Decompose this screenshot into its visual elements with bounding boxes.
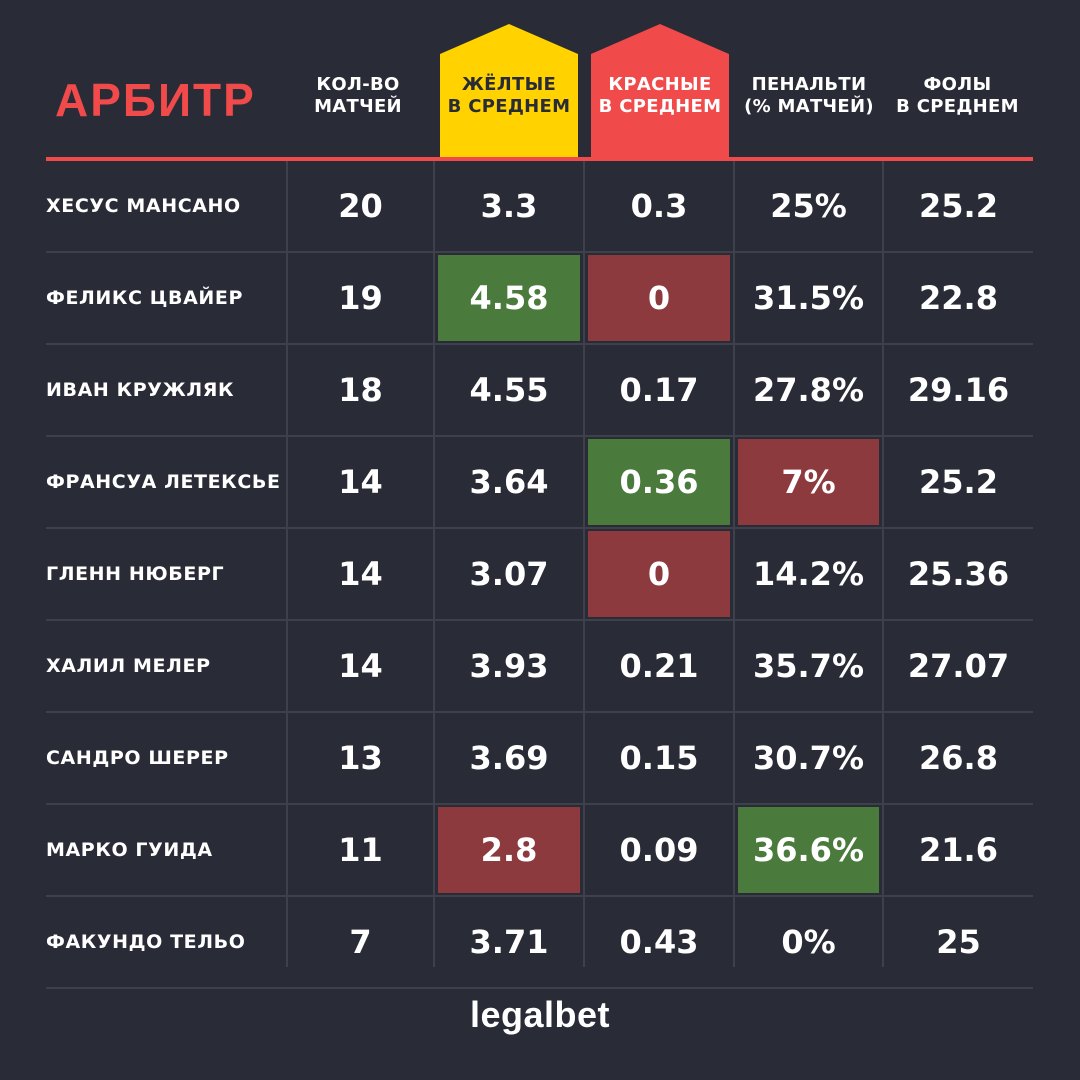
- header-red: КРАСНЫЕ В СРЕДНЕМ: [598, 74, 722, 117]
- referee-table: ХЕСУС МАНСАНО 20 3.3 0.3 25% 25.2 ФЕЛИКС ЦВАЙЕ…: [46, 161, 1033, 989]
- highlight-red: [738, 439, 879, 525]
- penalty-value: 35.7%: [752, 647, 864, 685]
- red-value: 0.43: [619, 923, 699, 961]
- column-divider: [433, 161, 435, 967]
- yellow-value: 3.69: [469, 739, 549, 777]
- fouls-value: 25: [936, 923, 981, 961]
- table-row: ГЛЕНН НЮБЕРГ 14 3.07 0 14.2% 25.36: [46, 529, 1033, 621]
- fouls-value: 22.8: [919, 279, 998, 317]
- red-value: 0.09: [619, 831, 699, 869]
- penalty-value: 30.7%: [752, 739, 864, 777]
- brand-logo: legalbet: [469, 994, 611, 1035]
- highlight-red: [588, 255, 730, 341]
- column-divider: [733, 161, 735, 967]
- red-value: 0.3: [630, 187, 688, 225]
- yellow-value: 4.55: [469, 371, 549, 409]
- referee-name: ФРАНСУА ЛЕТЕКСЬЕ: [46, 471, 281, 493]
- referee-name: ФЕЛИКС ЦВАЙЕР: [46, 287, 244, 309]
- referee-name: ФАКУНДО ТЕЛЬО: [46, 931, 246, 953]
- table-row: МАРКО ГУИДА 11 2.8 0.09 36.6% 21.6: [46, 805, 1033, 897]
- red-value: 0.21: [619, 647, 699, 685]
- matches-value: 7: [349, 923, 372, 961]
- penalty-value: 25%: [770, 187, 847, 225]
- matches-value: 19: [338, 279, 383, 317]
- yellow-value: 3.64: [469, 463, 549, 501]
- highlight-green: [738, 807, 879, 893]
- column-divider: [583, 161, 585, 967]
- penalty-value: 0%: [781, 923, 836, 961]
- penalty-value: 36.6%: [752, 831, 864, 869]
- matches-value: 13: [338, 739, 383, 777]
- column-divider: [882, 161, 884, 967]
- fouls-value: 27.07: [907, 647, 1010, 685]
- yellow-value: 3.93: [469, 647, 549, 685]
- header-divider: [46, 157, 1033, 161]
- referee-name: МАРКО ГУИДА: [46, 839, 213, 861]
- penalty-value: 27.8%: [752, 371, 864, 409]
- referee-name: ХЕСУС МАНСАНО: [46, 195, 241, 217]
- column-divider: [286, 161, 288, 967]
- table-row: ФАКУНДО ТЕЛЬО 7 3.71 0.43 0% 25: [46, 897, 1033, 989]
- referee-name: ИВАН КРУЖЛЯК: [46, 379, 235, 401]
- matches-value: 11: [338, 831, 383, 869]
- header-penalty: ПЕНАЛЬТИ (% МАТЧЕЙ): [744, 74, 874, 117]
- fouls-value: 25.2: [919, 187, 998, 225]
- highlight-green: [588, 439, 730, 525]
- red-value: 0: [647, 279, 671, 317]
- matches-value: 20: [338, 187, 383, 225]
- table-row: САНДРО ШЕРЕР 13 3.69 0.15 30.7% 26.8: [46, 713, 1033, 805]
- page-title: АРБИТР: [55, 74, 256, 126]
- yellow-value: 3.07: [469, 555, 549, 593]
- header-matches: КОЛ-ВО МАТЧЕЙ: [314, 74, 402, 117]
- matches-value: 14: [338, 647, 383, 685]
- fouls-value: 25.36: [907, 555, 1010, 593]
- matches-value: 18: [338, 371, 383, 409]
- fouls-value: 29.16: [907, 371, 1010, 409]
- yellow-value: 3.3: [480, 187, 538, 225]
- table-row: ФРАНСУА ЛЕТЕКСЬЕ 14 3.64 0.36 7% 25.2: [46, 437, 1033, 529]
- red-value: 0.15: [619, 739, 699, 777]
- yellow-value: 4.58: [469, 279, 549, 317]
- yellow-column-banner: [440, 24, 578, 158]
- penalty-value: 7%: [781, 463, 836, 501]
- yellow-value: 2.8: [480, 831, 538, 869]
- referee-name: ГЛЕНН НЮБЕРГ: [46, 563, 225, 585]
- referee-name: САНДРО ШЕРЕР: [46, 747, 229, 769]
- header-yellow: ЖЁЛТЫЕ В СРЕДНЕМ: [447, 74, 571, 117]
- table-row: ХЕСУС МАНСАНО 20 3.3 0.3 25% 25.2: [46, 161, 1033, 253]
- red-column-banner: [591, 24, 729, 158]
- red-value: 0.36: [619, 463, 699, 501]
- highlight-red: [438, 807, 580, 893]
- fouls-value: 25.2: [919, 463, 998, 501]
- matches-value: 14: [338, 555, 383, 593]
- matches-value: 14: [338, 463, 383, 501]
- fouls-value: 21.6: [919, 831, 998, 869]
- table-row: ХАЛИЛ МЕЛЕР 14 3.93 0.21 35.7% 27.07: [46, 621, 1033, 713]
- table-row: ФЕЛИКС ЦВАЙЕР 19 4.58 0 31.5% 22.8: [46, 253, 1033, 345]
- highlight-green: [438, 255, 580, 341]
- red-value: 0: [647, 555, 671, 593]
- fouls-value: 26.8: [919, 739, 998, 777]
- header-fouls: ФОЛЫ В СРЕДНЕМ: [896, 74, 1019, 117]
- table-row: ИВАН КРУЖЛЯК 18 4.55 0.17 27.8% 29.16: [46, 345, 1033, 437]
- referee-name: ХАЛИЛ МЕЛЕР: [46, 655, 211, 677]
- penalty-value: 31.5%: [752, 279, 864, 317]
- highlight-red: [588, 531, 730, 617]
- yellow-value: 3.71: [469, 923, 549, 961]
- red-value: 0.17: [619, 371, 699, 409]
- penalty-value: 14.2%: [752, 555, 864, 593]
